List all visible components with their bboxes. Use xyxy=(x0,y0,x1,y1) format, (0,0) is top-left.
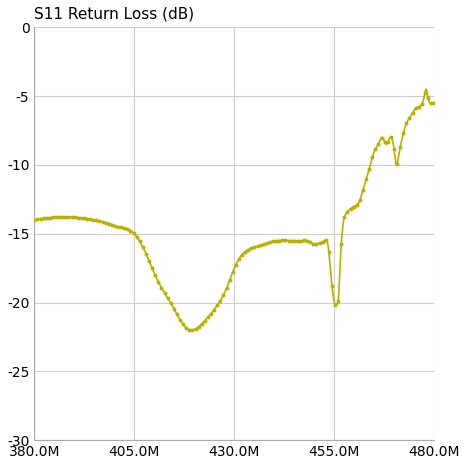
Text: S11 Return Loss (dB): S11 Return Loss (dB) xyxy=(34,7,194,22)
